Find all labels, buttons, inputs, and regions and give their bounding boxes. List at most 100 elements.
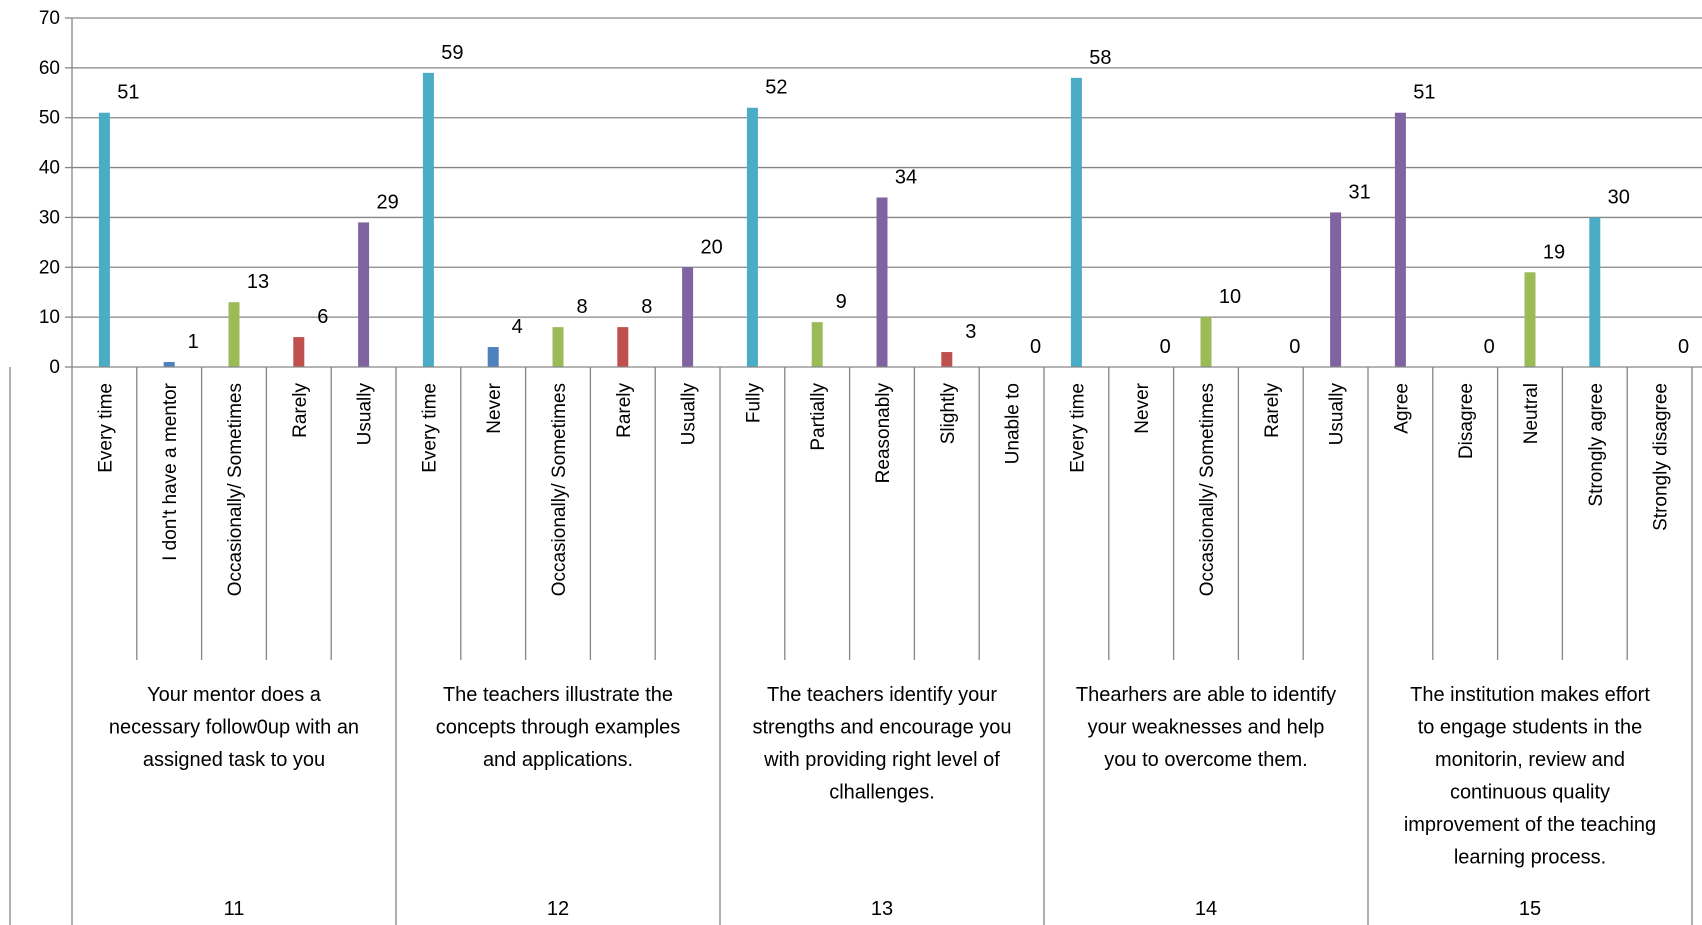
y-tick-label: 60 [39, 58, 60, 79]
question-label-line: clhallenges. [829, 782, 935, 804]
data-label: 9 [836, 291, 847, 313]
category-label: Every time [1067, 383, 1088, 473]
bar [1200, 317, 1212, 367]
group-number-label: 14 [1195, 898, 1217, 920]
category-label: Slightly [938, 383, 959, 445]
y-tick-label: 70 [39, 8, 60, 29]
y-axis-ticks: 0 10 20 30 40 50 60 70 [39, 8, 73, 378]
data-label: 6 [317, 306, 328, 328]
data-label: 51 [117, 82, 139, 104]
data-label: 3 [965, 321, 976, 343]
bar [1070, 77, 1082, 367]
question-label-line: necessary follow0up with an [109, 717, 359, 739]
category-label: Never [1132, 382, 1153, 433]
data-label: 8 [576, 296, 587, 318]
category-label: Strongly agree [1586, 383, 1607, 507]
data-label: 0 [1678, 336, 1689, 358]
bar [98, 112, 110, 367]
x-axis: Every time I don't have a mentor Occasiona… [9, 366, 1702, 925]
question-label-line: assigned task to you [143, 749, 325, 771]
y-tick-label: 10 [39, 307, 60, 328]
data-label: 0 [1160, 336, 1171, 358]
bar [941, 352, 953, 367]
group-number-label: 12 [547, 898, 569, 920]
category-label: Every time [419, 383, 440, 473]
category-label: Disagree [1456, 383, 1477, 459]
bar [228, 302, 240, 367]
y-tick-label: 40 [39, 158, 60, 179]
data-label: 34 [895, 166, 917, 188]
group-number-label: 15 [1519, 898, 1541, 920]
question-label-line: with providing right level of [763, 749, 1000, 771]
data-label: 0 [1289, 336, 1300, 358]
question-label-line: improvement of the teaching [1404, 814, 1656, 836]
question-label-line: The teachers illustrate the [443, 684, 673, 706]
question-label-line: monitorin, review and [1435, 749, 1625, 771]
bar [1394, 112, 1406, 367]
bar [163, 362, 175, 367]
bar [876, 197, 888, 367]
question-label-line: you to overcome them. [1104, 749, 1307, 771]
category-label: Usually [679, 383, 700, 446]
data-label: 13 [247, 271, 269, 293]
data-label: 0 [1484, 336, 1495, 358]
data-label: 1 [188, 331, 199, 353]
category-label: Agree [1391, 383, 1412, 434]
question-label-line: Your mentor does a [147, 684, 322, 706]
category-label: Strongly disagree [1651, 383, 1672, 531]
data-label: 52 [765, 77, 787, 99]
data-label: 8 [641, 296, 652, 318]
category-label: Every time [95, 383, 116, 473]
data-label: 51 [1413, 82, 1435, 104]
bar [1330, 212, 1342, 367]
question-label-line: your weaknesses and help [1088, 717, 1325, 739]
y-tick-label: 20 [39, 257, 60, 278]
category-label: Occasionally/ Sometimes [1197, 383, 1218, 596]
bar [1524, 272, 1536, 367]
question-label-line: The institution makes effort [1410, 684, 1650, 706]
category-label: Usually [355, 383, 376, 446]
data-label: 19 [1543, 241, 1565, 263]
data-label: 20 [700, 236, 722, 258]
bar [682, 267, 694, 367]
question-label-line: concepts through examples [436, 717, 681, 739]
category-label: Never [484, 382, 505, 433]
category-label: Fully [743, 383, 764, 424]
bar [358, 222, 370, 367]
data-label: 10 [1219, 286, 1241, 308]
y-tick-label: 30 [39, 207, 60, 228]
bar [617, 327, 629, 367]
data-label: 30 [1608, 186, 1630, 208]
question-label-line: strengths and encourage you [752, 717, 1011, 739]
category-label: Partially [808, 383, 829, 451]
group-number-label: 11 [224, 898, 245, 920]
category-label: Usually [1327, 383, 1348, 446]
bar [811, 322, 823, 367]
category-label: Rarely [290, 383, 311, 438]
question-label-line: learning process. [1454, 847, 1606, 869]
category-label: Occasionally/ Sometimes [225, 383, 246, 596]
question-label-line: Thearhers are able to identify [1076, 684, 1336, 706]
data-label: 58 [1089, 47, 1111, 69]
bar [746, 107, 758, 367]
bar [487, 347, 499, 367]
category-label: Reasonably [873, 383, 894, 484]
y-tick-label: 0 [49, 357, 60, 378]
category-label: Unable to [1003, 383, 1024, 464]
data-label: 59 [441, 42, 463, 64]
data-label: 0 [1030, 336, 1041, 358]
y-tick-label: 50 [39, 108, 60, 129]
category-label: Occasionally/ Sometimes [549, 383, 570, 596]
data-label: 31 [1348, 181, 1370, 203]
question-label-line: to engage students in the [1418, 717, 1643, 739]
bar [422, 72, 434, 367]
question-label-line: continuous quality [1450, 782, 1610, 804]
bar [1589, 217, 1601, 367]
category-label: Rarely [614, 383, 635, 438]
question-label-line: The teachers identify your [767, 684, 997, 706]
category-label: I don't have a mentor [160, 382, 181, 561]
bars [98, 72, 1601, 367]
data-label: 29 [376, 191, 398, 213]
